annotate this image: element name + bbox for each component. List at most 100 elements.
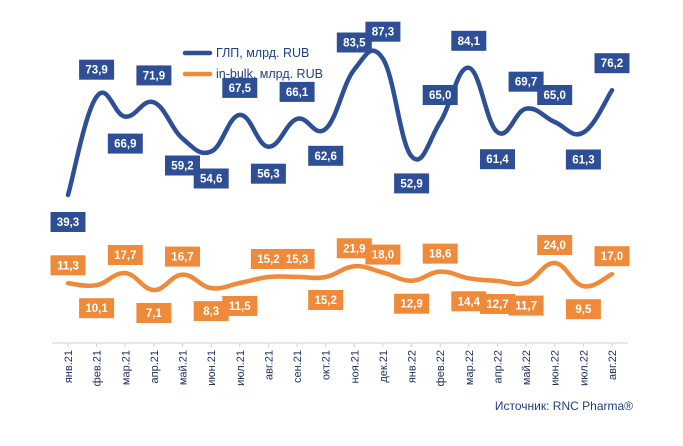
data-label: 61,4: [480, 149, 515, 170]
x-tick-label: янв.22: [407, 350, 419, 383]
data-label-box: [508, 71, 544, 92]
x-tick-label: апр.22: [492, 350, 504, 383]
data-label-box: [537, 85, 573, 105]
data-label-text: 17,0: [601, 251, 623, 263]
data-label-box: [394, 173, 430, 194]
data-label-box: [594, 246, 630, 267]
x-tick-label: июл.22: [578, 350, 590, 386]
data-label: 10,1: [79, 298, 115, 319]
data-label: 83,5: [336, 32, 372, 53]
data-label-box: [107, 245, 143, 265]
data-label: 54,6: [193, 168, 229, 189]
data-label-text: 66,1: [286, 87, 309, 99]
data-label: 14,4: [451, 291, 487, 312]
data-label-box: [451, 291, 487, 312]
data-label: 66,1: [279, 81, 315, 102]
data-label: 18,0: [365, 244, 401, 265]
data-label-box: [136, 303, 172, 323]
data-label-box: [480, 149, 515, 170]
x-tick-label: янв.21: [63, 350, 75, 383]
data-label-text: 15,2: [257, 254, 279, 266]
data-label-text: 73,9: [85, 65, 107, 77]
data-label-box: [79, 59, 115, 80]
data-label-text: 61,4: [486, 154, 509, 166]
data-label-text: 9,5: [575, 304, 592, 316]
data-label-box: [537, 235, 573, 255]
data-label: 7,1: [136, 303, 172, 323]
data-label-text: 69,7: [515, 77, 537, 89]
data-label-text: 18,0: [372, 250, 394, 262]
data-label-box: [508, 295, 544, 316]
legend-label-glp: ГЛП, млрд. RUB: [216, 46, 309, 60]
x-tick-label: май.21: [178, 350, 190, 385]
data-label-box: [451, 30, 487, 51]
data-label-text: 54,6: [200, 174, 222, 186]
data-label-box: [336, 32, 372, 53]
data-label-text: 11,5: [229, 301, 251, 313]
data-label-text: 83,5: [343, 38, 366, 50]
data-label-box: [422, 85, 458, 105]
data-label-text: 61,3: [572, 155, 594, 167]
data-label: 15,3: [279, 248, 315, 269]
data-label-box: [165, 155, 200, 176]
data-label-box: [336, 238, 372, 259]
data-label-text: 14,4: [458, 296, 481, 308]
data-label-box: [308, 290, 344, 310]
x-tick-label: апр.21: [149, 350, 161, 383]
x-tick-label: июл.21: [235, 350, 247, 386]
data-label: 24,0: [537, 235, 573, 255]
data-label: 65,0: [537, 85, 573, 105]
data-label-text: 65,0: [544, 90, 566, 102]
data-label-box: [250, 249, 286, 269]
data-label-box: [565, 299, 601, 320]
data-label-box: [250, 163, 286, 184]
data-label-box: [136, 65, 172, 86]
legend: ГЛП, млрд. RUB in-bulk, млрд. RUB: [182, 46, 323, 81]
data-label-text: 62,6: [315, 151, 337, 163]
data-label-box: [107, 133, 143, 154]
x-tick-label: мар.22: [464, 350, 476, 385]
x-tick-label: дек.21: [378, 350, 390, 383]
data-label: 84,1: [451, 30, 487, 51]
data-label: 71,9: [136, 65, 172, 86]
data-label-text: 39,3: [57, 217, 79, 229]
data-label-text: 76,2: [601, 58, 623, 70]
x-tick-label: авг.22: [607, 350, 619, 380]
data-label: 12,7: [480, 294, 515, 314]
data-label: 8,3: [193, 301, 229, 322]
data-label-text: 11,3: [57, 260, 79, 272]
data-label-text: 7,1: [146, 308, 163, 320]
data-label: 76,2: [594, 53, 630, 74]
data-label: 69,7: [508, 71, 544, 92]
data-label-text: 18,6: [429, 249, 451, 261]
data-label: 87,3: [365, 21, 401, 42]
data-label-box: [422, 243, 458, 264]
data-label: 9,5: [565, 299, 601, 320]
x-tick-label: мар.21: [120, 350, 132, 385]
data-label-text: 52,9: [400, 178, 422, 190]
data-label-box: [222, 296, 258, 316]
data-label: 15,2: [308, 290, 344, 310]
data-label: 21,9: [336, 238, 372, 259]
data-label-text: 8,3: [203, 306, 219, 318]
data-label-text: 67,5: [229, 83, 252, 95]
data-label-text: 15,3: [286, 254, 308, 266]
source-note: Источник: RNC Pharma®: [494, 399, 633, 413]
x-tick-label: ноя.21: [349, 350, 361, 383]
data-label: 56,3: [250, 163, 286, 184]
data-label: 17,0: [594, 246, 630, 267]
data-label: 65,0: [422, 85, 458, 105]
data-label: 61,3: [565, 149, 601, 170]
data-label-text: 24,0: [544, 240, 566, 252]
data-label-box: [365, 244, 401, 265]
data-label-text: 71,9: [143, 70, 165, 82]
data-label-text: 65,0: [429, 90, 451, 102]
data-label: 67,5: [222, 77, 258, 98]
x-tick-label: июн.22: [550, 350, 562, 386]
series-line-0: [65, 48, 615, 198]
data-label-text: 21,9: [343, 243, 365, 255]
data-label-text: 12,9: [400, 299, 422, 311]
series-line-1: [65, 260, 615, 293]
data-label-box: [165, 246, 200, 267]
legend-label-inbulk: in-bulk, млрд. RUB: [216, 67, 323, 81]
